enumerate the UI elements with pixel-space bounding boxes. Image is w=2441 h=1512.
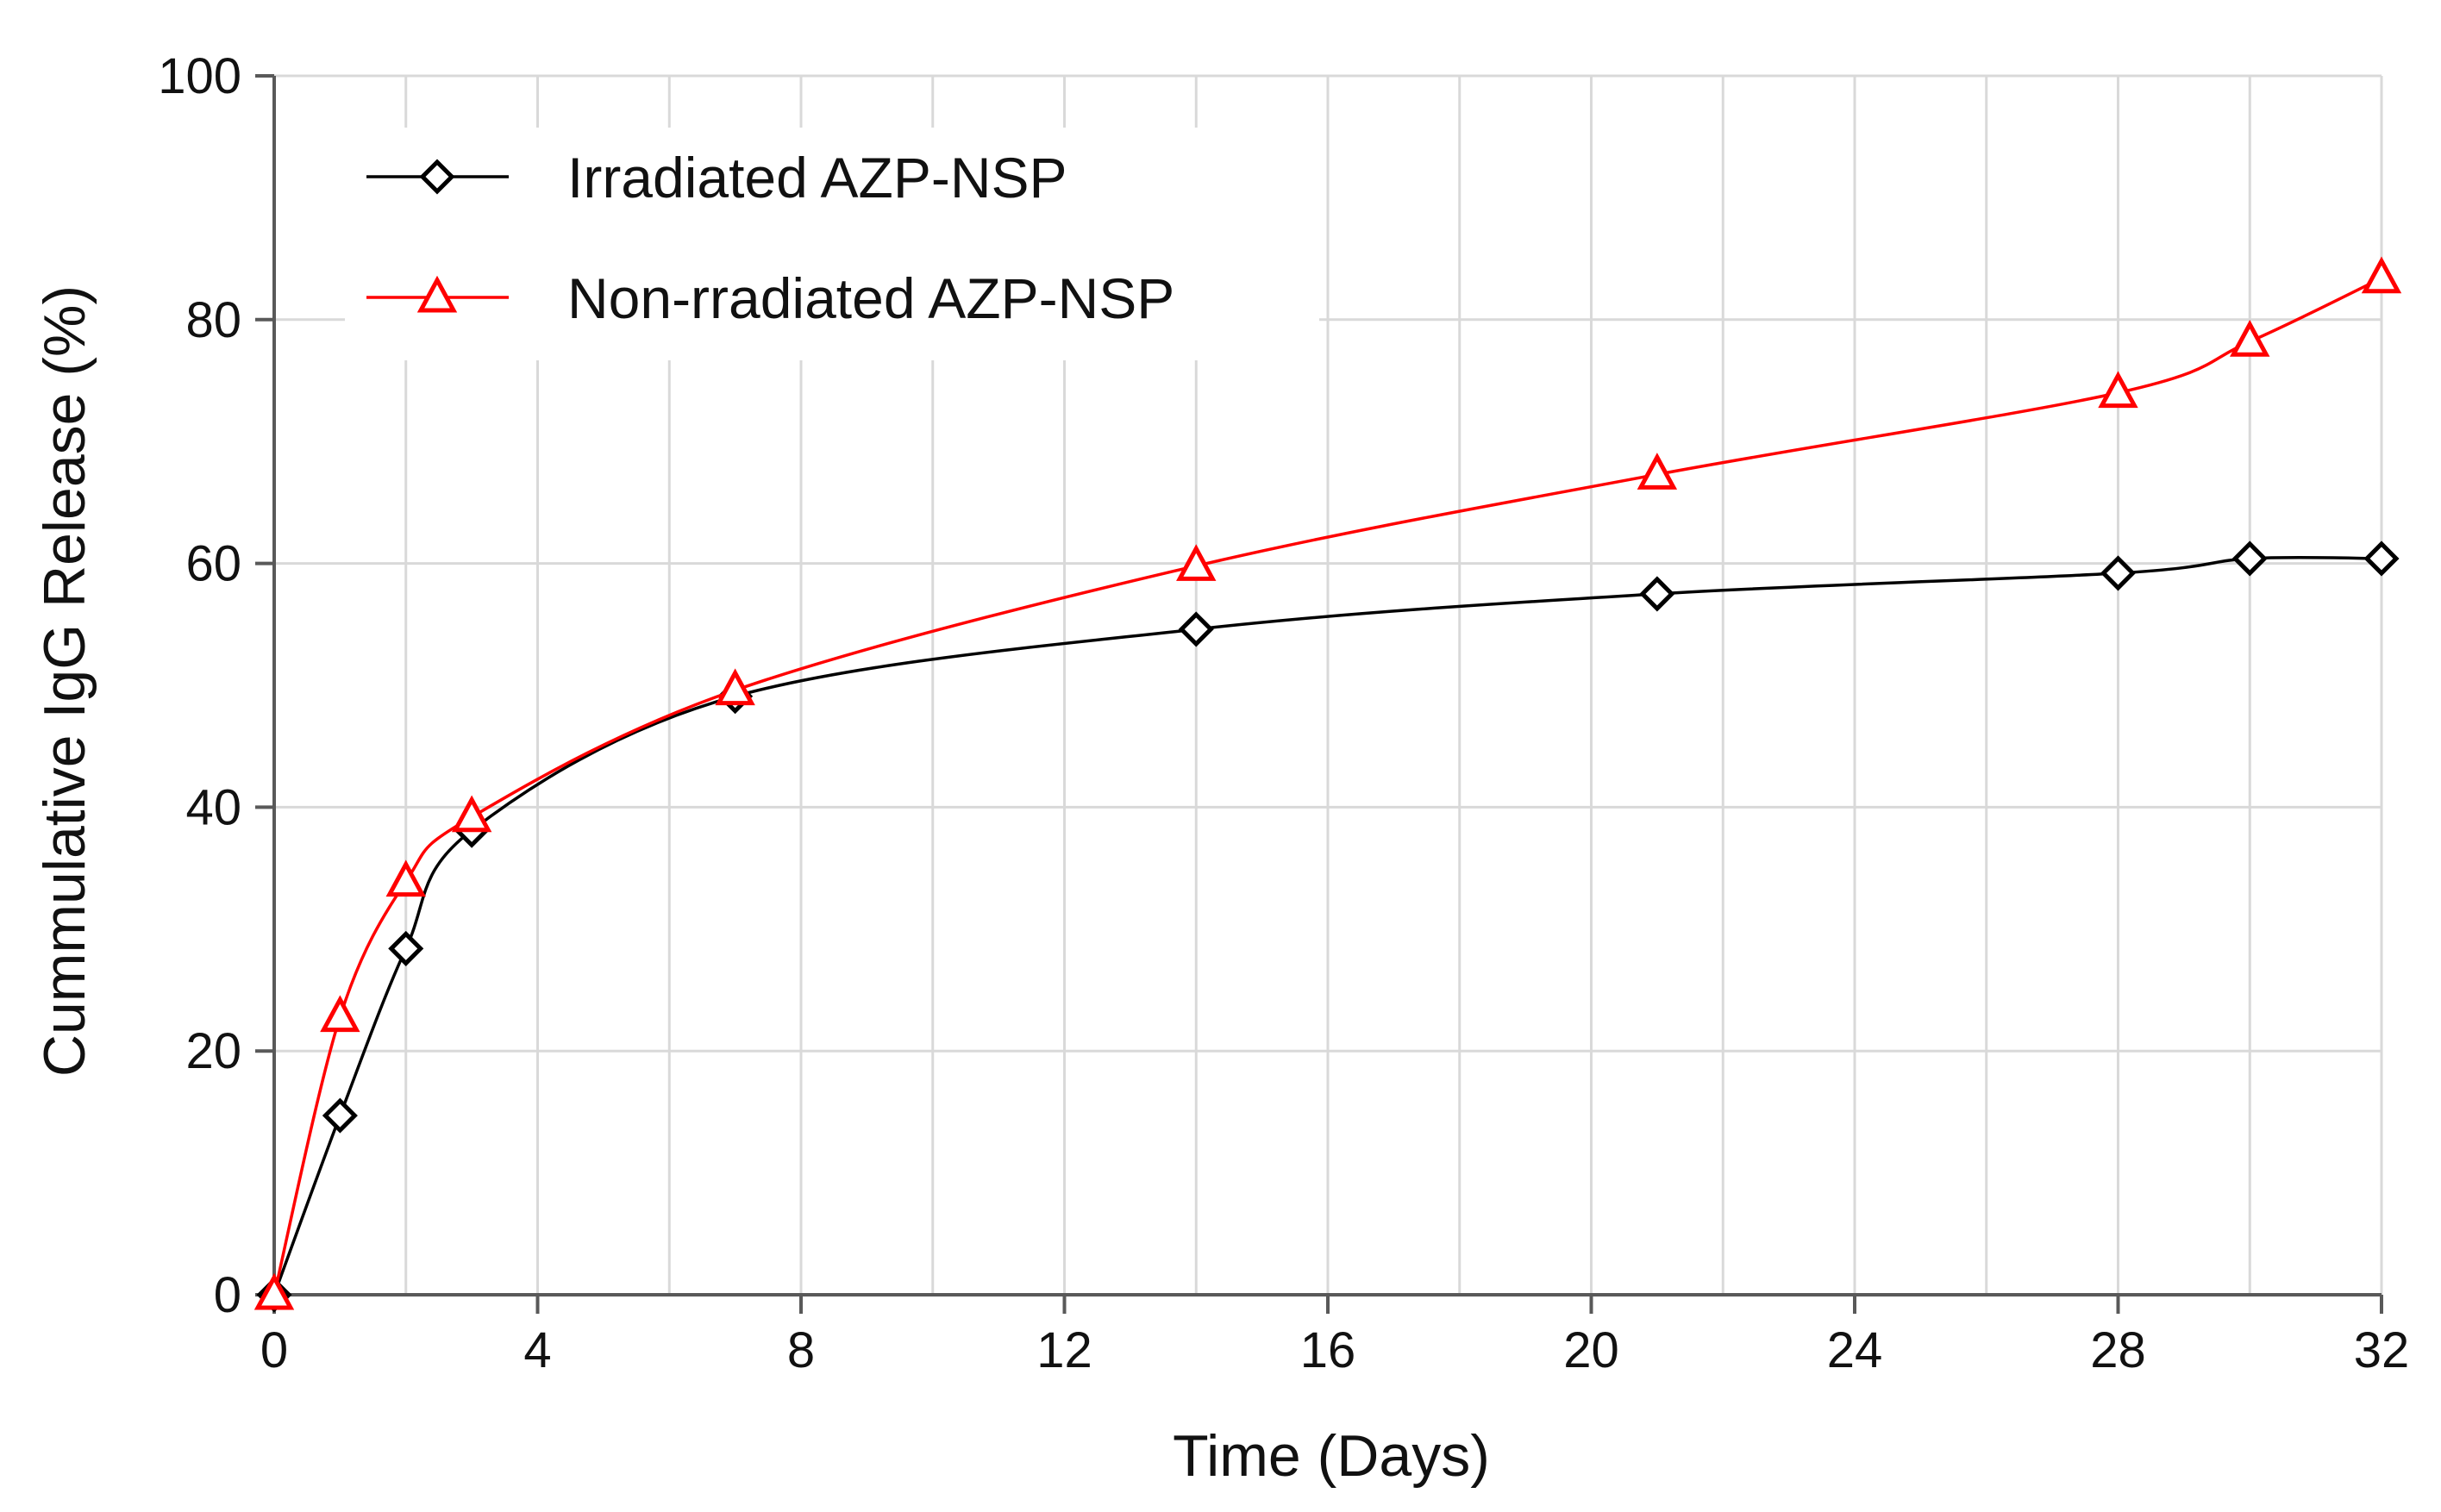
x-tick-label: 16 xyxy=(1300,1322,1356,1378)
data-point xyxy=(253,1272,295,1310)
data-point xyxy=(388,930,424,966)
data-point xyxy=(1639,576,1675,612)
x-tick-label: 28 xyxy=(2090,1322,2146,1378)
data-point xyxy=(322,1097,358,1134)
y-axis-title: Cummulative IgG Release (%) xyxy=(32,285,97,1077)
data-point xyxy=(1637,453,1678,490)
legend-box xyxy=(345,128,1319,360)
data-point xyxy=(1178,611,1214,647)
series-layer xyxy=(253,256,2402,1313)
y-tick-label: 100 xyxy=(158,48,241,104)
data-point xyxy=(451,795,492,833)
y-tick-label: 20 xyxy=(185,1023,241,1079)
y-tick-label: 60 xyxy=(185,536,241,592)
data-point xyxy=(2100,555,2137,591)
x-tick-label: 4 xyxy=(523,1322,551,1378)
series-line xyxy=(272,277,2382,1296)
data-point xyxy=(2230,320,2270,357)
data-point xyxy=(2363,540,2400,577)
data-point xyxy=(385,859,426,897)
data-point xyxy=(2361,256,2402,294)
series-2 xyxy=(253,256,2402,1310)
x-tick-label: 12 xyxy=(1036,1322,1092,1378)
data-point xyxy=(715,668,755,706)
legend-label: Non-rradiated AZP-NSP xyxy=(567,266,1174,330)
x-axis-title: Time (Days) xyxy=(1173,1423,1490,1489)
legend: Irradiated AZP-NSP Non-rradiated AZP-NSP xyxy=(345,128,1319,360)
data-point xyxy=(2098,371,2138,409)
legend-marker xyxy=(416,275,458,313)
y-tick-label: 0 xyxy=(214,1267,241,1323)
legend-marker xyxy=(419,159,455,195)
data-point xyxy=(1176,544,1217,581)
x-tick-label: 24 xyxy=(1827,1322,1883,1378)
data-point xyxy=(2231,540,2268,577)
legend-label: Irradiated AZP-NSP xyxy=(567,146,1067,209)
x-tick-label: 20 xyxy=(1563,1322,1619,1378)
x-tick-label: 0 xyxy=(260,1322,288,1378)
data-point xyxy=(320,995,360,1033)
y-tick-label: 80 xyxy=(185,292,241,348)
x-tick-label: 8 xyxy=(787,1322,815,1378)
x-tick-label: 32 xyxy=(2354,1322,2410,1378)
y-tick-label: 40 xyxy=(185,779,241,835)
axes: 0 20 40 60 80 100 0 4 8 12 16 20 24 28 32 xyxy=(158,48,2409,1378)
